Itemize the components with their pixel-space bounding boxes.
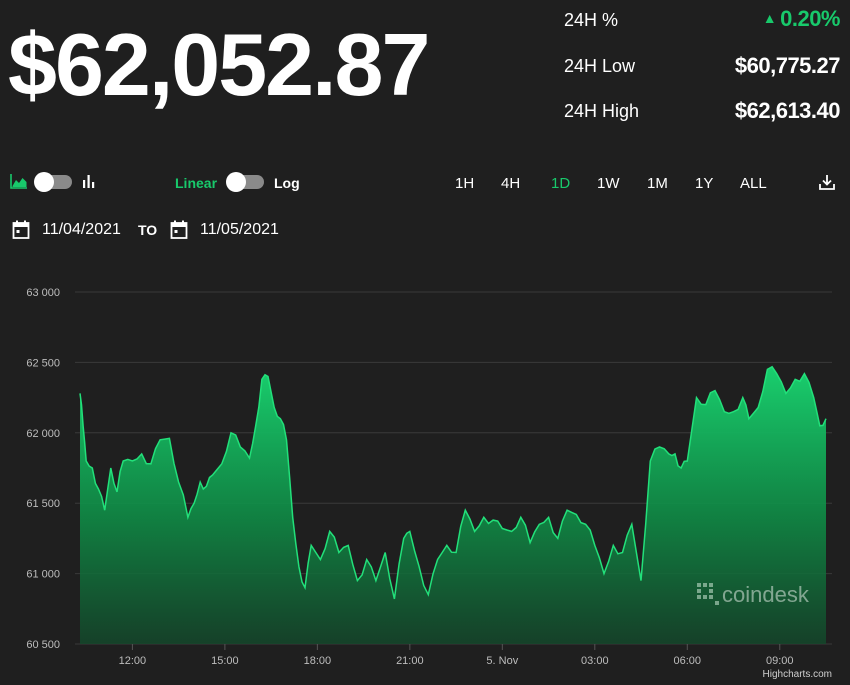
stat-value-24h-low: $60,775.27	[734, 53, 841, 78]
date-from[interactable]: 11/04/2021	[42, 221, 121, 238]
calendar-icon[interactable]	[12, 220, 30, 240]
y-tick-label: 63 000	[26, 287, 60, 299]
range-button-1d[interactable]: 1D	[551, 175, 571, 192]
range-button-1w[interactable]: 1W	[597, 175, 620, 192]
x-tick-label: 03:00	[581, 655, 609, 667]
y-axis: 60 500 61 000 61 500 62 000 62 500 63 000	[26, 287, 60, 651]
stat-label-24h-high: 24H High	[564, 101, 640, 121]
stat-value-24h-change-text: 0.20%	[780, 6, 840, 31]
stat-value-24h-high: $62,613.40	[734, 98, 841, 123]
scale-linear-label[interactable]: Linear	[175, 175, 218, 191]
chart-type-toggle-knob	[34, 172, 54, 192]
scale-log-label[interactable]: Log	[274, 175, 300, 191]
x-tick-label: 15:00	[211, 655, 239, 667]
range-button-all[interactable]: ALL	[740, 175, 767, 192]
range-button-1y[interactable]: 1Y	[695, 175, 714, 192]
highcharts-credits[interactable]: Highcharts.com	[762, 669, 832, 680]
range-button-1m[interactable]: 1M	[647, 175, 668, 192]
x-tick-label: 18:00	[304, 655, 332, 667]
stat-value-24h-change: ▲ 0.20%	[762, 6, 841, 32]
price-line	[79, 365, 827, 600]
y-tick-label: 61 000	[26, 569, 60, 581]
coindesk-watermark-text: coindesk	[722, 582, 810, 607]
price-chart: 60 500 61 000 61 500 62 000 62 500 63 000 12:…	[26, 287, 832, 667]
x-tick-label: 06:00	[674, 655, 702, 667]
download-icon[interactable]	[818, 173, 836, 191]
scale-toggle[interactable]	[226, 172, 264, 192]
x-tick-label: 12:00	[119, 655, 147, 667]
x-tick-label: 09:00	[766, 655, 794, 667]
stat-label-24h-change: 24H %	[564, 10, 619, 30]
y-tick-label: 61 500	[26, 498, 60, 510]
x-axis: 12:00 15:00 18:00 21:00 5. Nov 03:00 06:00 09:0…	[119, 644, 794, 667]
chart-type-toggle[interactable]	[34, 172, 72, 192]
stat-label-24h-low: 24H Low	[564, 56, 636, 76]
y-tick-label: 62 500	[26, 357, 60, 369]
chart-controls: Linear Log 1H 4H 1D 1W 1M 1Y ALL	[0, 170, 850, 198]
x-tick-label: 21:00	[396, 655, 424, 667]
date-range: 11/04/2021 TO 11/05/2021	[0, 218, 500, 244]
range-button-4h[interactable]: 4H	[501, 175, 521, 192]
x-tick-label: 5. Nov	[486, 655, 518, 667]
y-tick-label: 60 500	[26, 639, 60, 651]
range-button-1h[interactable]: 1H	[455, 175, 475, 192]
up-triangle-icon: ▲	[762, 10, 777, 26]
coindesk-logo-icon	[697, 583, 719, 605]
date-to[interactable]: 11/05/2021	[200, 221, 279, 238]
scale-toggle-knob	[226, 172, 246, 192]
date-to-label: TO	[138, 222, 158, 238]
calendar-icon[interactable]	[170, 220, 188, 240]
price-display: $62,052.87	[8, 15, 430, 114]
y-tick-label: 62 000	[26, 428, 60, 440]
area-chart-icon[interactable]	[10, 173, 28, 189]
price-area	[80, 366, 826, 644]
coindesk-watermark: coindesk	[697, 582, 810, 607]
bar-chart-icon[interactable]	[82, 173, 96, 189]
